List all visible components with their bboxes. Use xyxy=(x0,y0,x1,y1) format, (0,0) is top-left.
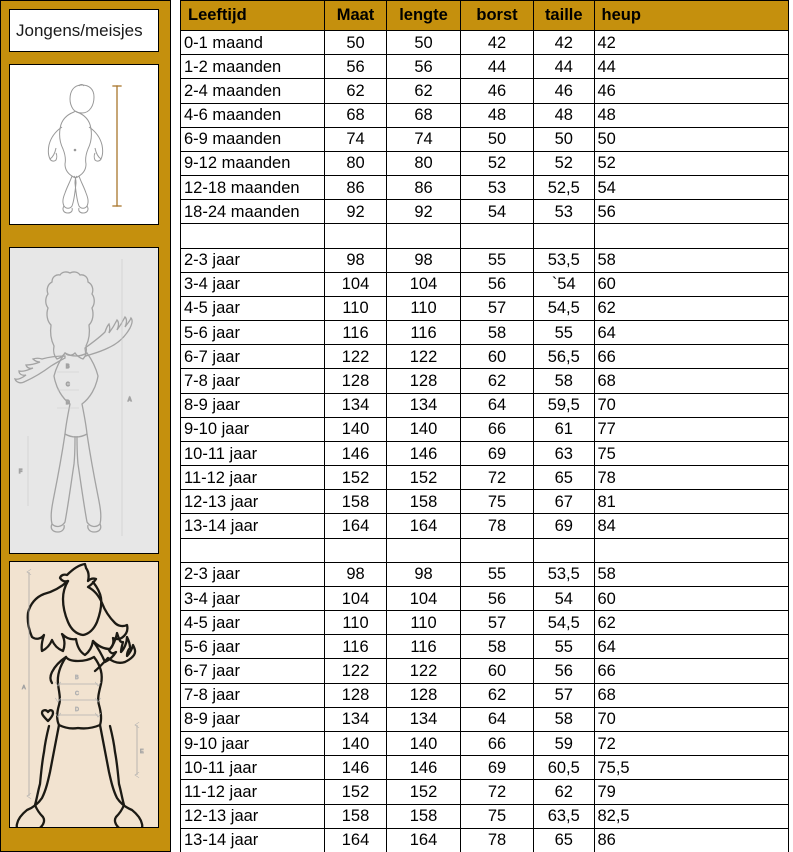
svg-text:D: D xyxy=(66,400,70,406)
svg-text:B: B xyxy=(66,364,70,370)
svg-text:C: C xyxy=(66,382,70,388)
svg-text:F: F xyxy=(19,469,22,475)
svg-text:B: B xyxy=(75,675,79,681)
svg-text:E: E xyxy=(140,749,144,755)
svg-text:A: A xyxy=(22,685,26,691)
svg-text:A: A xyxy=(128,397,132,403)
svg-text:C: C xyxy=(75,691,79,697)
svg-text:D: D xyxy=(75,707,79,713)
